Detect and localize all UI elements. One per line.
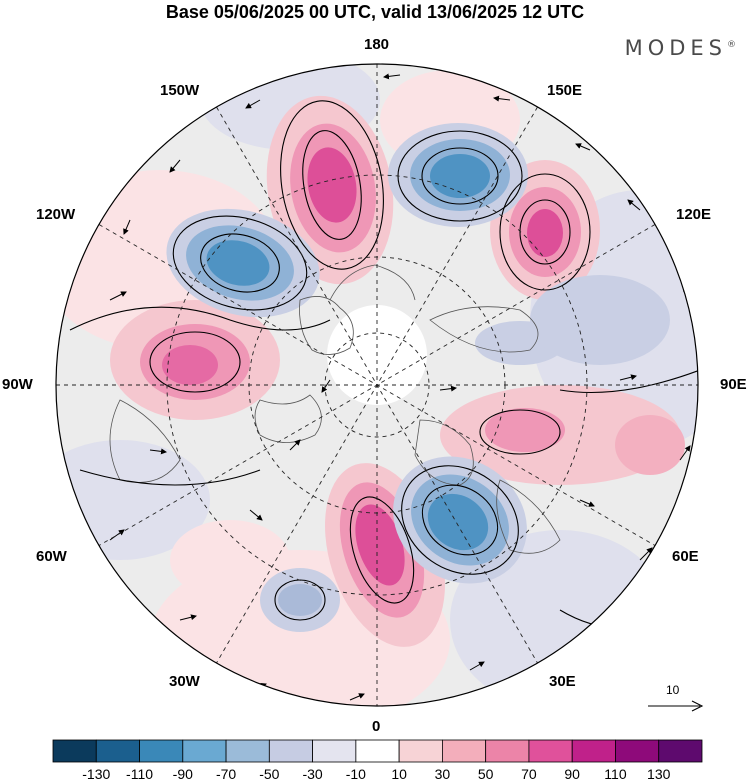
lon-label-120e: 120E [676,206,712,223]
colorbar-tick-label: -70 [215,766,237,782]
lon-label-150e: 150E [547,82,583,99]
colorbar-swatch [485,739,530,763]
lon-label-90e: 90E [720,376,747,393]
colorbar-tick-label: 90 [564,766,580,782]
modes-logo: MODES® [625,36,736,60]
colorbar-tick-label: 70 [521,766,537,782]
map-title: Base 05/06/2025 00 UTC, valid 13/06/2025… [165,2,585,22]
colorbar-tick-label: -130 [82,766,111,782]
streamlines [69,100,698,629]
negative-anomaly-60e [393,456,527,584]
lon-label-150w: 150W [160,82,200,99]
map-boundary [55,63,699,707]
colorbar-tick-label: -90 [172,766,193,782]
reference-vector-label: 10 [666,683,680,697]
colorbar-tick-label: 110 [604,766,627,782]
colorbar-tick-label: -30 [302,766,323,782]
colorbar-tick-label: 130 [647,766,671,782]
colorbar-tick-label: 10 [391,766,407,782]
lon-label-30w: 30W [169,673,200,690]
anomaly-field [56,64,698,706]
negative-anomaly-120w [166,208,320,318]
lon-label-60w: 60W [36,548,67,565]
colorbar-tick-label: 50 [477,766,494,782]
lon-label-120w: 120W [36,206,76,223]
colorbar-swatch [398,739,443,763]
colorbar-swatch [528,739,573,763]
colorbar-swatch [52,739,97,763]
graticule [56,64,698,706]
lon-label-30e: 30E [549,673,576,690]
lon-label-0: 0 [372,718,381,735]
brand-text: MODES [624,36,727,60]
colorbar-swatch [225,739,270,763]
negative-anomaly-30w [260,568,340,632]
colorbar-swatch [658,739,703,763]
colorbar [52,739,703,763]
colorbar-swatch [312,739,357,763]
colorbar-tick-label: -50 [259,766,280,782]
colorbar-tick-label: -10 [345,766,366,782]
colorbar-swatch [139,739,184,763]
positive-anomaly-90w [110,300,280,420]
reference-vector [648,700,704,712]
registered-mark: ® [727,40,736,50]
colorbar-swatch [615,739,660,763]
colorbar-tick-label: 30 [434,766,451,782]
colorbar-swatch [95,739,140,763]
lon-label-90w: 90W [2,376,33,393]
colorbar-swatch [268,739,314,763]
coastlines [109,264,561,554]
colorbar-swatch [355,739,400,763]
lon-label-180: 180 [364,36,390,53]
lon-label-60e: 60E [672,548,699,565]
colorbar-swatch [571,739,616,763]
colorbar-swatch [441,739,487,763]
colorbar-tick-label: -110 [126,766,154,782]
negative-anomaly-150e [388,123,528,227]
negative-anomaly-east [475,275,670,365]
colorbar-swatch [182,739,227,763]
